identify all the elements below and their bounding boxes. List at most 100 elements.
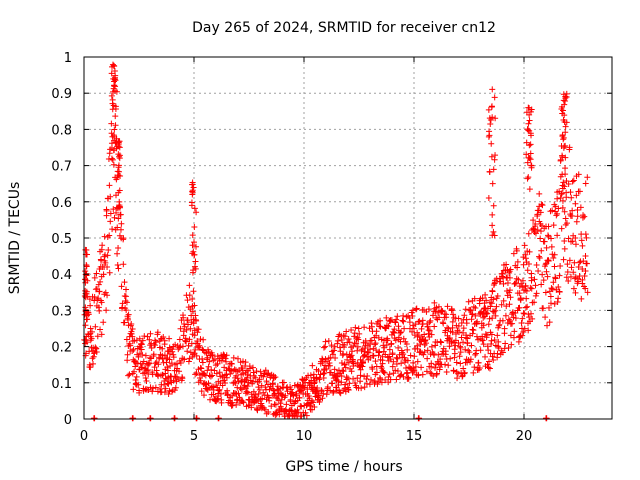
data-point bbox=[381, 344, 388, 351]
data-point bbox=[447, 355, 454, 362]
data-point bbox=[193, 317, 200, 324]
data-point bbox=[582, 285, 589, 292]
data-point bbox=[183, 338, 190, 345]
data-point bbox=[123, 286, 130, 293]
data-point bbox=[569, 207, 576, 214]
data-point bbox=[569, 212, 576, 219]
data-point bbox=[486, 132, 493, 139]
data-point bbox=[480, 322, 487, 329]
data-point bbox=[418, 325, 425, 332]
data-point bbox=[558, 225, 565, 232]
data-point bbox=[347, 353, 354, 360]
data-point bbox=[361, 348, 368, 355]
data-point bbox=[146, 336, 153, 343]
data-point bbox=[573, 218, 580, 225]
data-point bbox=[554, 195, 561, 202]
data-point bbox=[364, 353, 371, 360]
data-point bbox=[387, 356, 394, 363]
data-point bbox=[283, 384, 290, 391]
data-point bbox=[130, 386, 137, 393]
data-point bbox=[108, 70, 115, 77]
data-point bbox=[262, 406, 269, 413]
data-point bbox=[395, 334, 402, 341]
data-point bbox=[539, 271, 546, 278]
data-point bbox=[528, 162, 535, 169]
data-point bbox=[475, 359, 482, 366]
data-point bbox=[214, 360, 221, 367]
data-point bbox=[572, 289, 579, 296]
data-point bbox=[570, 177, 577, 184]
data-point bbox=[515, 338, 522, 345]
data-point bbox=[342, 364, 349, 371]
data-point bbox=[161, 389, 168, 396]
data-point bbox=[582, 253, 589, 260]
data-point bbox=[431, 299, 438, 306]
data-point bbox=[566, 144, 573, 151]
data-point bbox=[398, 360, 405, 367]
data-point bbox=[400, 335, 407, 342]
data-point bbox=[104, 292, 111, 299]
data-point bbox=[578, 295, 585, 302]
data-point bbox=[235, 390, 242, 397]
data-point bbox=[425, 327, 432, 334]
data-point bbox=[117, 226, 124, 233]
data-point bbox=[489, 315, 496, 322]
data-point bbox=[132, 363, 139, 370]
data-point bbox=[461, 369, 468, 376]
data-point bbox=[462, 346, 469, 353]
data-point bbox=[438, 339, 445, 346]
data-point bbox=[531, 276, 538, 283]
data-point bbox=[343, 328, 350, 335]
data-point bbox=[143, 377, 150, 384]
data-point bbox=[98, 331, 105, 338]
data-point bbox=[520, 310, 527, 317]
data-point bbox=[525, 127, 532, 134]
data-point bbox=[91, 415, 98, 422]
data-point bbox=[533, 261, 540, 268]
data-point bbox=[531, 229, 538, 236]
data-point bbox=[107, 210, 114, 217]
data-point bbox=[383, 341, 390, 348]
data-point bbox=[482, 309, 489, 316]
data-point bbox=[470, 327, 477, 334]
data-point bbox=[369, 365, 376, 372]
data-point bbox=[207, 373, 214, 380]
data-point bbox=[564, 269, 571, 276]
x-axis-title: GPS time / hours bbox=[285, 459, 402, 475]
data-point bbox=[311, 379, 318, 386]
data-point bbox=[335, 381, 342, 388]
data-point bbox=[411, 353, 418, 360]
data-point bbox=[449, 318, 456, 325]
data-point bbox=[461, 370, 468, 377]
data-point bbox=[179, 343, 186, 350]
x-tick-label: 15 bbox=[406, 429, 423, 444]
data-point bbox=[155, 361, 162, 368]
data-point bbox=[516, 333, 523, 340]
data-point bbox=[501, 325, 508, 332]
data-point bbox=[424, 355, 431, 362]
data-point bbox=[563, 220, 570, 227]
data-point bbox=[452, 337, 459, 344]
data-point bbox=[146, 354, 153, 361]
data-point bbox=[575, 263, 582, 270]
data-point bbox=[429, 312, 436, 319]
data-point bbox=[135, 353, 142, 360]
y-tick-label: 0.8 bbox=[51, 123, 72, 138]
data-point bbox=[367, 346, 374, 353]
axis-ticks: 00.10.20.30.40.50.60.70.80.910 5 10 15 20 bbox=[51, 51, 612, 444]
data-point bbox=[125, 316, 132, 323]
data-point bbox=[545, 304, 552, 311]
data-point bbox=[230, 354, 237, 361]
data-point bbox=[389, 351, 396, 358]
data-point bbox=[543, 415, 550, 422]
data-point bbox=[491, 94, 498, 101]
data-point bbox=[339, 367, 346, 374]
data-point bbox=[242, 359, 249, 366]
data-point bbox=[525, 230, 532, 237]
data-point bbox=[155, 373, 162, 380]
data-point bbox=[451, 350, 458, 357]
data-point bbox=[276, 411, 283, 418]
data-point bbox=[224, 387, 231, 394]
data-point bbox=[321, 370, 328, 377]
data-point bbox=[490, 202, 497, 209]
